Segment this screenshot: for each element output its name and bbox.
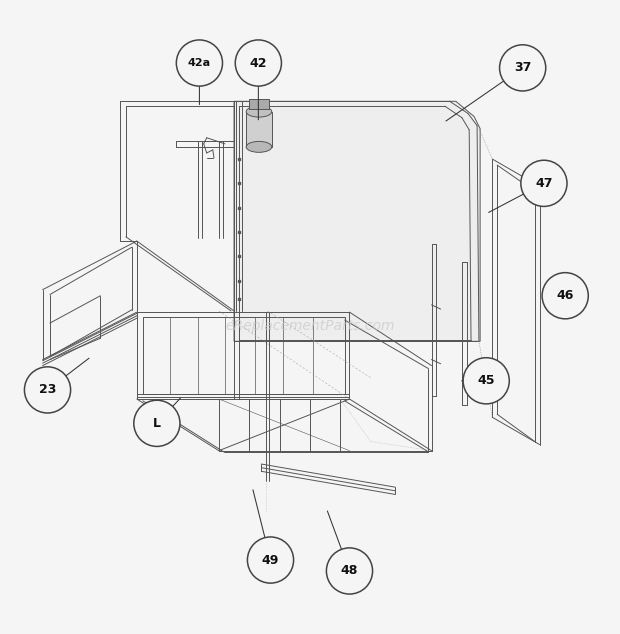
Text: 46: 46 xyxy=(557,289,574,302)
Circle shape xyxy=(247,537,294,583)
Circle shape xyxy=(235,40,281,86)
Circle shape xyxy=(176,40,223,86)
Circle shape xyxy=(500,45,546,91)
Text: 45: 45 xyxy=(477,374,495,387)
Ellipse shape xyxy=(246,141,272,152)
Polygon shape xyxy=(234,101,480,341)
Text: 37: 37 xyxy=(514,61,531,74)
Text: L: L xyxy=(153,417,161,430)
Circle shape xyxy=(24,367,71,413)
Text: eReplacementParts.com: eReplacementParts.com xyxy=(225,319,395,333)
Text: 48: 48 xyxy=(341,564,358,578)
Circle shape xyxy=(326,548,373,594)
Ellipse shape xyxy=(246,106,272,117)
Text: 47: 47 xyxy=(535,177,552,190)
Circle shape xyxy=(521,160,567,207)
Bar xyxy=(246,112,272,147)
Text: 42: 42 xyxy=(250,56,267,70)
Bar xyxy=(249,100,268,108)
Circle shape xyxy=(134,400,180,446)
Circle shape xyxy=(542,273,588,319)
Circle shape xyxy=(463,358,509,404)
Text: 42a: 42a xyxy=(188,58,211,68)
Text: 23: 23 xyxy=(39,384,56,396)
Text: 49: 49 xyxy=(262,553,279,567)
